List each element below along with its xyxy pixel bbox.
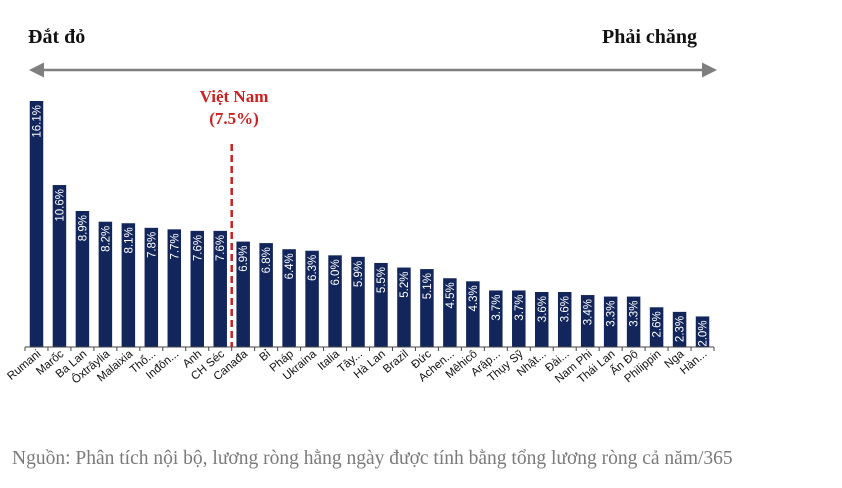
bar-25: [580, 295, 595, 347]
bar-13: [305, 250, 319, 347]
x-category-label: Brazil: [381, 348, 411, 376]
expensive-label: Đắt đỏ: [28, 26, 86, 48]
affordable-label: Phải chăng: [602, 26, 698, 48]
source-note: Nguồn: Phân tích nội bộ, lương ròng hằng…: [12, 448, 733, 469]
bar-value-label: 2.6%: [652, 311, 664, 337]
bar-8: [190, 230, 204, 347]
bar-9: [213, 230, 227, 347]
bar-4: [98, 221, 113, 347]
bar-value-label: 2.3%: [675, 316, 687, 342]
bar-18: [420, 269, 434, 347]
bar-20: [466, 281, 480, 347]
bar-value-label: 6.0%: [330, 259, 342, 285]
bar-value-label: 7.6%: [215, 235, 227, 261]
bar-value-label: 10.6%: [54, 189, 66, 222]
bar-6: [144, 227, 159, 347]
bar-value-label: 8.2%: [100, 226, 112, 252]
bar-2: [52, 185, 67, 347]
bar-3: [75, 211, 90, 347]
bar-value-label: 5.5%: [376, 267, 388, 293]
bar-value-label: 3.3%: [606, 301, 618, 327]
bar-29: [672, 311, 687, 347]
bars-group: 16.1% 10.6% 8.9% 8.2% 8.1% 7.8% 7.7% 7.6% 7.6% 6.…: [29, 101, 710, 347]
bar-7: [167, 229, 182, 347]
bar-value-label: 3.6%: [560, 296, 572, 322]
bar-22: [512, 290, 526, 347]
bar-value-label: 6.3%: [307, 255, 319, 281]
bar-value-label: 5.2%: [399, 272, 411, 298]
bar-value-label: 7.8%: [146, 232, 158, 258]
vietnam-label: Việt Nam (7.5%): [180, 86, 288, 130]
bar-value-label: 7.6%: [192, 235, 204, 261]
vietnam-value: (7.5%): [209, 109, 259, 128]
vietnam-name: Việt Nam: [199, 87, 269, 106]
bar-16: [374, 262, 388, 347]
bar-value-label: 4.3%: [468, 285, 480, 311]
bar-value-label: 6.8%: [261, 247, 273, 273]
bar-value-label: 16.1%: [31, 105, 43, 138]
bar-27: [626, 296, 641, 347]
bar-value-label: 7.7%: [169, 233, 181, 259]
bar-value-label: 4.5%: [445, 282, 457, 308]
bar-10: [236, 241, 250, 347]
bar-value-label: 5.1%: [422, 273, 434, 299]
bar-26: [603, 296, 618, 347]
bar-value-label: 8.1%: [123, 227, 135, 253]
bar-value-label: 8.9%: [77, 215, 89, 241]
bar-5: [121, 223, 136, 347]
x-category-label: Hàn...: [678, 348, 709, 377]
bar-12: [282, 249, 296, 347]
bar-17: [397, 267, 411, 347]
bar-11: [259, 243, 273, 347]
bar-value-label: 3.3%: [629, 301, 641, 327]
x-axis-ticks: [24, 347, 715, 351]
bar-15: [351, 256, 365, 347]
bar-value-label: 5.9%: [353, 261, 365, 287]
bar-value-label: 6.9%: [238, 246, 250, 272]
bar-value-label: 3.7%: [491, 294, 503, 320]
bar-14: [328, 255, 342, 347]
bar-30: [695, 316, 710, 347]
bar-value-label: 3.4%: [583, 299, 595, 325]
bar-28: [649, 307, 664, 347]
bar-24: [557, 291, 572, 347]
bar-1: [29, 101, 44, 347]
bar-23: [535, 291, 549, 347]
bar-19: [443, 278, 457, 347]
bar-value-label: 3.7%: [514, 294, 526, 320]
bar-value-label: 6.4%: [284, 253, 296, 279]
bar-21: [489, 290, 503, 347]
bar-value-label: 3.6%: [537, 296, 549, 322]
bar-value-label: 2.0%: [698, 320, 710, 346]
